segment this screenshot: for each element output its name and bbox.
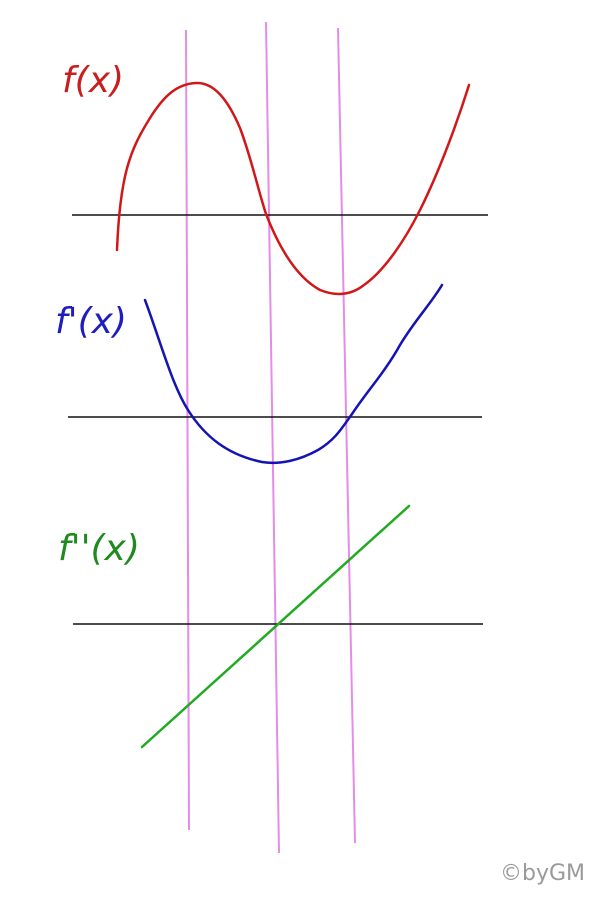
- label-f-double-prime: f''(x): [58, 528, 140, 569]
- guide-lines: [185, 21, 356, 854]
- label-f: f(x): [62, 60, 124, 101]
- label-f-prime: f'(x): [55, 301, 127, 342]
- curve-f: [115, 81, 471, 296]
- watermark: ©byGM: [500, 861, 585, 886]
- curve-f-double-prime: [140, 504, 411, 749]
- guide-line-local-min: [337, 27, 356, 844]
- guide-line-local-max: [185, 29, 190, 831]
- guide-line-inflection: [265, 21, 280, 854]
- curve-f-prime: [143, 283, 444, 465]
